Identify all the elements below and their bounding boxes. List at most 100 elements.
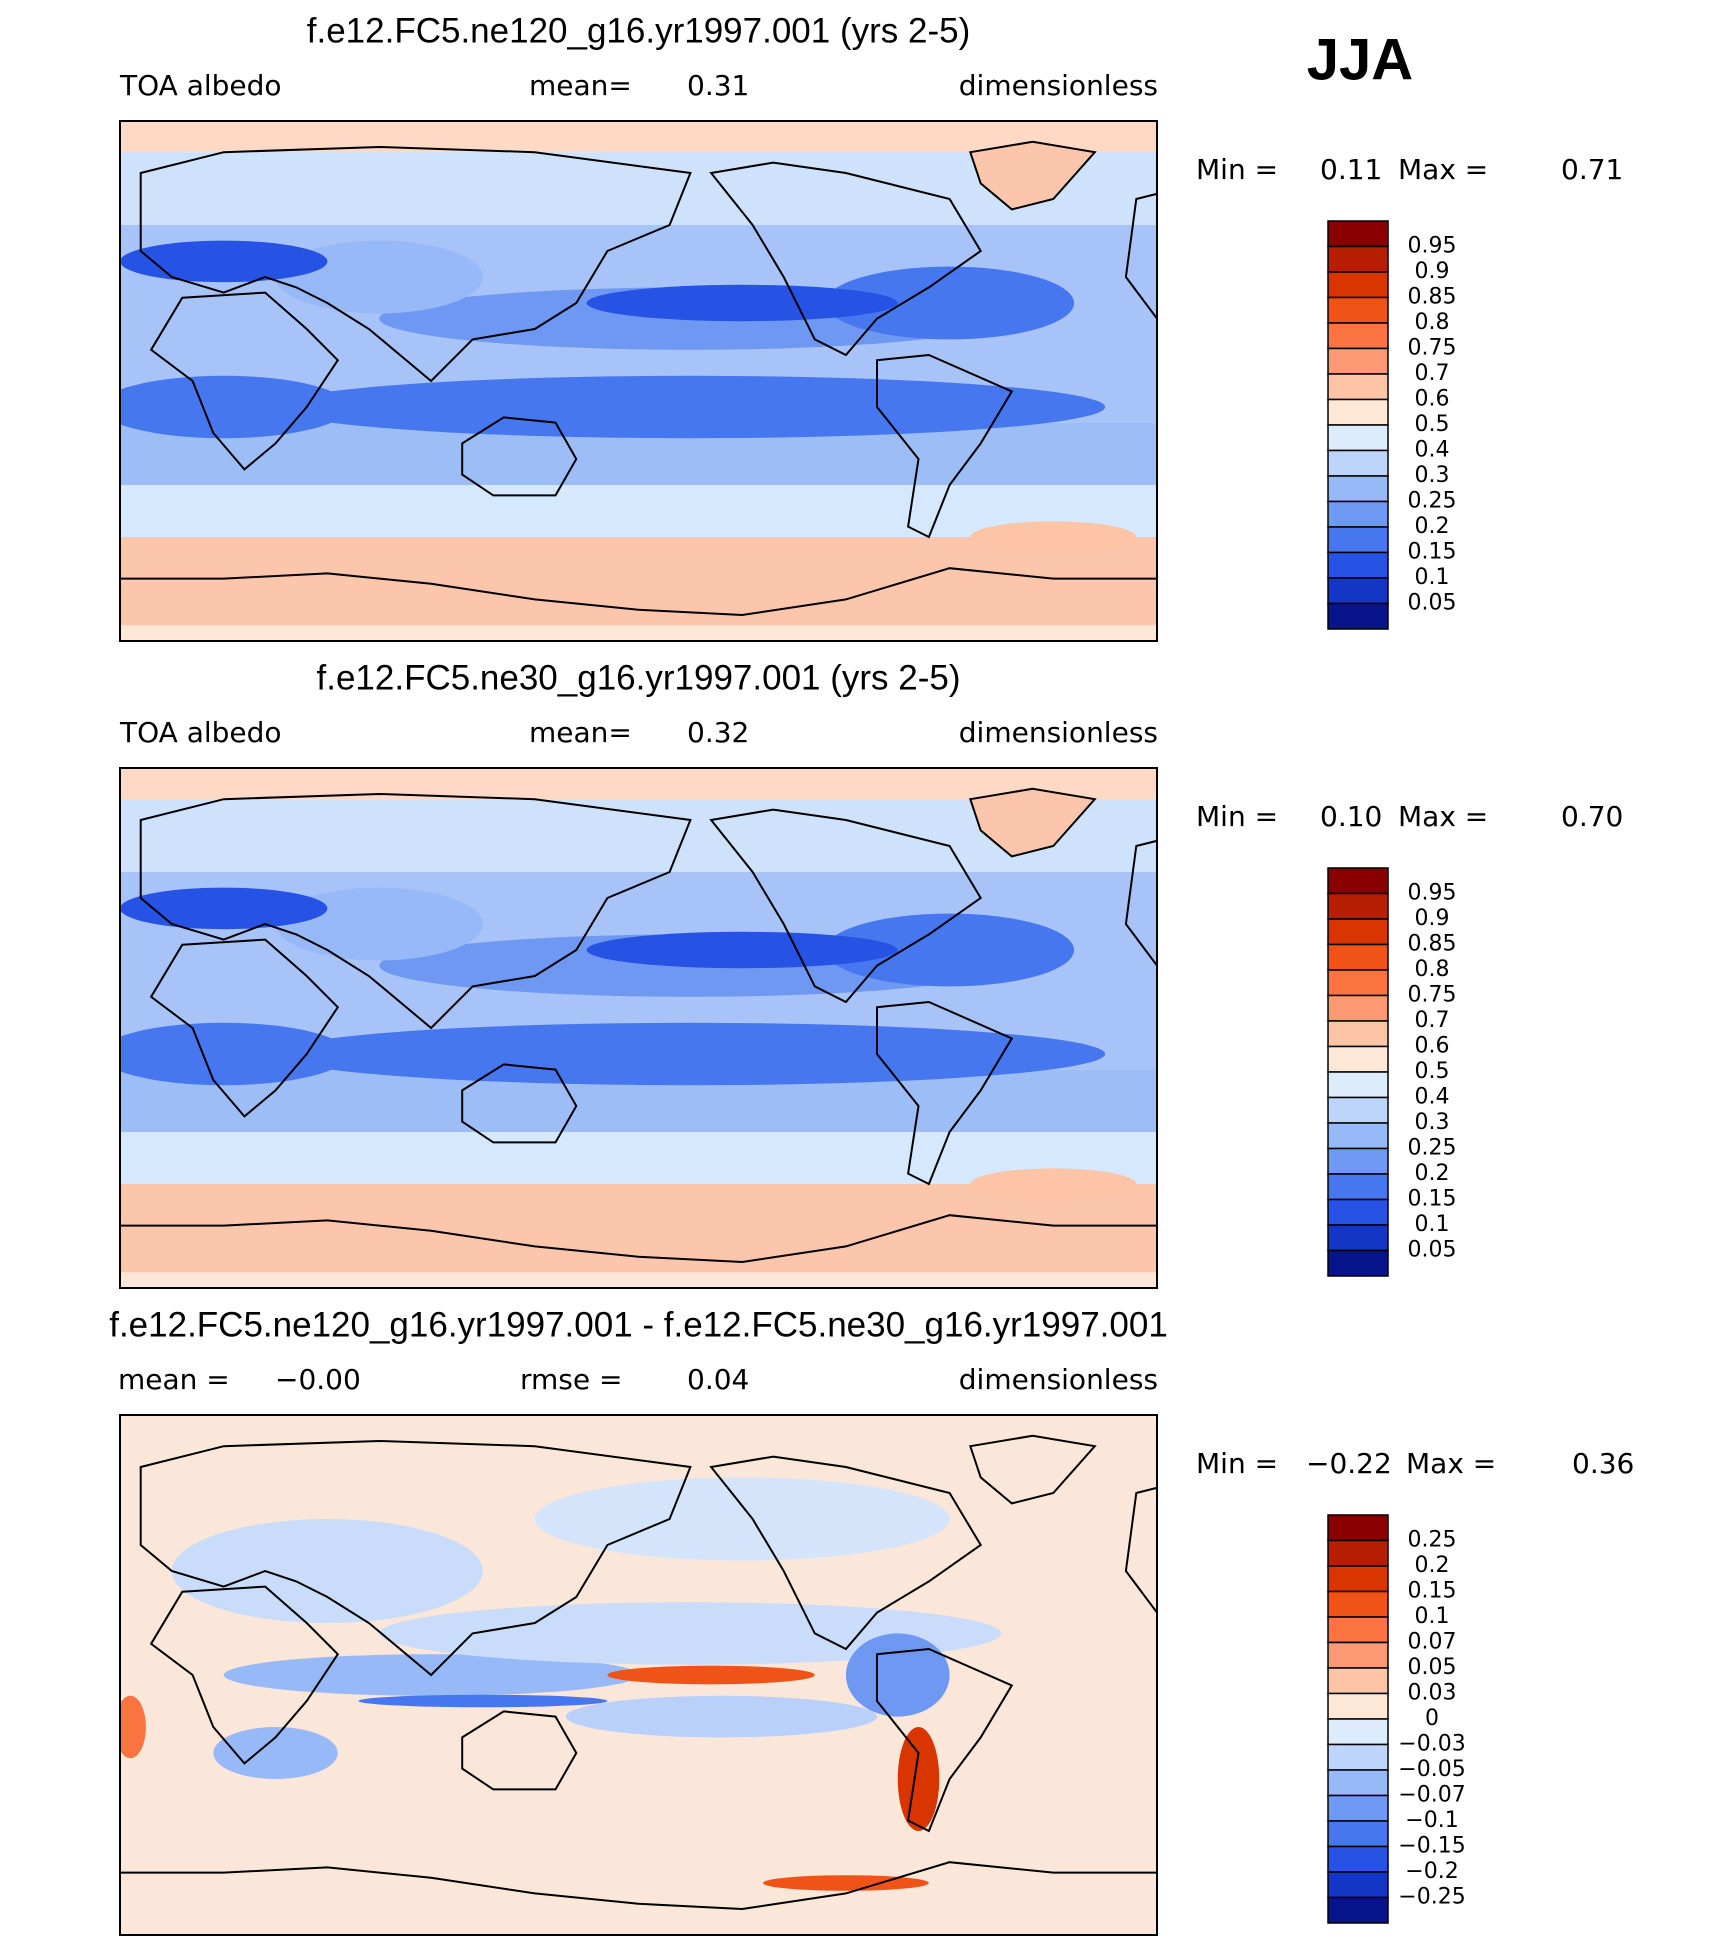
coastline xyxy=(1124,1486,1157,1615)
colorbar-box xyxy=(1327,867,1389,895)
colorbar-box xyxy=(1327,1641,1389,1669)
colorbar-box xyxy=(1327,347,1389,375)
panel-subtitle: 0.31 xyxy=(687,69,749,102)
map-blob xyxy=(586,931,898,969)
coastline xyxy=(149,938,340,1118)
map-streak xyxy=(897,1727,940,1831)
range-label: −0.22 xyxy=(1306,1447,1392,1480)
panel-subtitle: −0.00 xyxy=(275,1363,361,1396)
colorbar-label: 0.6 xyxy=(1415,387,1450,412)
colorbar-box xyxy=(1327,1667,1389,1695)
colorbar-box xyxy=(1327,449,1389,477)
coastline xyxy=(968,140,1097,211)
colorbar-box xyxy=(1327,220,1389,248)
colorbar-label: 0.95 xyxy=(1408,881,1457,906)
colorbar-box xyxy=(1327,271,1389,299)
colorbar-box xyxy=(1327,424,1389,452)
colorbar-label: 0.85 xyxy=(1408,932,1457,957)
colorbar-box xyxy=(1327,1845,1389,1873)
colorbar-box xyxy=(1327,1071,1389,1099)
map-band xyxy=(120,1132,1157,1184)
map-band xyxy=(120,121,1157,153)
range-label: Max = xyxy=(1406,1447,1496,1480)
range-label: 0.36 xyxy=(1572,1447,1634,1480)
panel-subtitle: 0.32 xyxy=(687,716,749,749)
colorbar-label: 0.8 xyxy=(1415,957,1450,982)
colorbar-box xyxy=(1327,918,1389,946)
map-field xyxy=(120,768,1157,1288)
colorbar-label: 0.15 xyxy=(1408,540,1457,565)
map-blob xyxy=(171,1519,483,1623)
range-label: 0.71 xyxy=(1561,153,1623,186)
range-label: Min = xyxy=(1196,153,1278,186)
colorbar-label: 0.15 xyxy=(1408,1187,1457,1212)
map-band xyxy=(120,768,1157,800)
map-blob xyxy=(275,240,483,314)
colorbar-label: −0.07 xyxy=(1398,1783,1465,1808)
map-field xyxy=(120,121,1157,641)
colorbar-label: −0.1 xyxy=(1405,1808,1458,1833)
colorbar-label: 0.3 xyxy=(1415,463,1450,488)
colorbar-label: 0.5 xyxy=(1415,412,1450,437)
colorbar-label: 0.2 xyxy=(1415,1161,1450,1186)
colorbar-box xyxy=(1327,551,1389,579)
colorbar-label: 0.7 xyxy=(1415,1008,1450,1033)
colorbar-label: −0.2 xyxy=(1405,1859,1458,1884)
colorbar-box xyxy=(1327,943,1389,971)
range-label: 0.10 xyxy=(1320,800,1382,833)
map-blob xyxy=(120,887,328,930)
colorbar-label: 0.07 xyxy=(1408,1630,1457,1655)
map-blob xyxy=(586,284,898,322)
map-blob xyxy=(970,521,1137,553)
map-blob xyxy=(275,1022,1106,1086)
map-frame xyxy=(119,120,1158,642)
range-label: Max = xyxy=(1398,153,1488,186)
coastline xyxy=(968,1434,1097,1505)
colorbar-box xyxy=(1327,296,1389,324)
colorbar-box xyxy=(1327,1096,1389,1124)
colorbar-box xyxy=(1327,526,1389,554)
coastline xyxy=(139,792,692,1030)
colorbar-box xyxy=(1327,1820,1389,1848)
panel-subtitle: mean= xyxy=(529,716,632,749)
map-blob xyxy=(120,375,349,439)
colorbar-label: 0.9 xyxy=(1415,906,1450,931)
coastline xyxy=(876,1000,1014,1186)
colorbar-label: 0.2 xyxy=(1415,514,1450,539)
colorbar-box xyxy=(1327,373,1389,401)
colorbar-label: 0.1 xyxy=(1415,1212,1450,1237)
colorbar-box xyxy=(1327,1224,1389,1252)
colorbar-label: 0.05 xyxy=(1408,591,1457,616)
colorbar-box xyxy=(1327,398,1389,426)
coastline xyxy=(120,1861,1157,1911)
colorbar-box xyxy=(1327,1514,1389,1542)
colorbar-label: −0.05 xyxy=(1398,1757,1465,1782)
panel-subtitle: dimensionless xyxy=(959,69,1158,102)
coastline xyxy=(149,1585,340,1765)
range-label: Min = xyxy=(1196,800,1278,833)
panel-subtitle: 0.04 xyxy=(687,1363,749,1396)
colorbar-label: 0.6 xyxy=(1415,1034,1450,1059)
map-band xyxy=(120,625,1157,641)
panel-subtitle: mean = xyxy=(118,1363,230,1396)
colorbar-label: 0.1 xyxy=(1415,565,1450,590)
colorbar-label: 0.75 xyxy=(1408,983,1457,1008)
map-band xyxy=(120,485,1157,537)
map-streak xyxy=(120,1695,146,1759)
panel-subtitle: dimensionless xyxy=(959,1363,1158,1396)
colorbar-label: 0.05 xyxy=(1408,1238,1457,1263)
greenland-patch xyxy=(970,788,1095,857)
panel-subtitle: TOA albedo xyxy=(119,69,282,102)
panel-subtitle: dimensionless xyxy=(959,716,1158,749)
map-blob xyxy=(120,1022,349,1086)
map-blob xyxy=(275,887,483,961)
colorbar-box xyxy=(1327,1743,1389,1771)
colorbar-label: 0.25 xyxy=(1408,1136,1457,1161)
map-streak xyxy=(607,1665,815,1685)
colorbar-box xyxy=(1327,1045,1389,1073)
colorbar-label: 0.85 xyxy=(1408,285,1457,310)
map-blob xyxy=(845,1633,950,1717)
coastline xyxy=(709,161,983,357)
colorbar-label: −0.03 xyxy=(1398,1732,1465,1757)
